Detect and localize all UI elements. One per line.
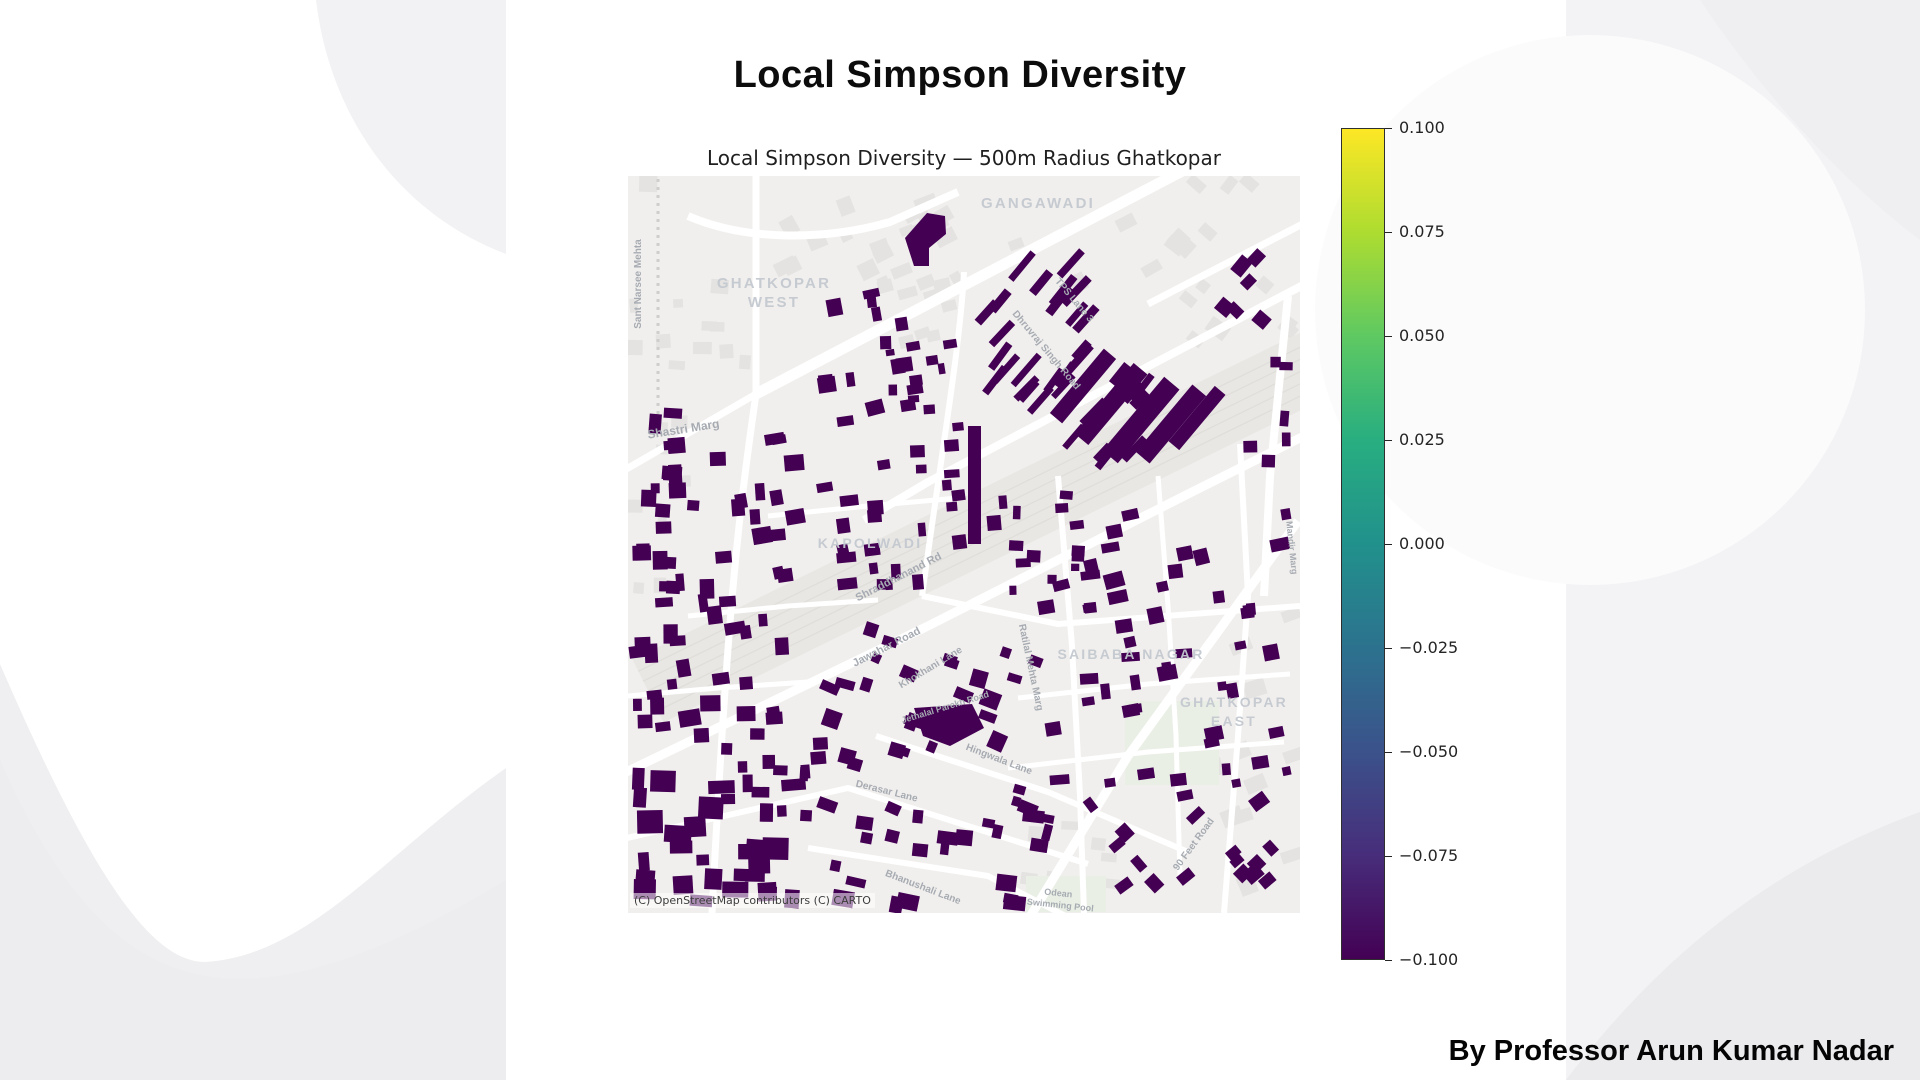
map-area-label: SAIBABA NAGAR [1057, 646, 1204, 662]
map-attribution: (C) OpenStreetMap contributors (C) CARTO [630, 893, 875, 908]
page-title: Local Simpson Diversity [733, 54, 1187, 96]
colorbar [1341, 128, 1385, 960]
map-street-label: Sant Narsee Mehta [633, 239, 644, 329]
map-area-label: GANGAWADI [981, 195, 1095, 212]
map-area-label: WEST [748, 294, 800, 311]
map-area-label: EAST [1211, 713, 1257, 729]
credit-text: By Professor Arun Kumar Nadar [1448, 1035, 1894, 1067]
map-street-label: Odean [1044, 887, 1073, 900]
map-area-label: GHATKOPAR [1180, 694, 1288, 710]
map-canvas: GANGAWADI GHATKOPAR WEST KAPOLWADI SAIBABA N… [628, 176, 1300, 913]
figure-subtitle: Local Simpson Diversity — 500m Radius Gh… [707, 146, 1221, 170]
map-area-label: GHATKOPAR [717, 275, 831, 292]
map-panel: GANGAWADI GHATKOPAR WEST KAPOLWADI SAIBABA N… [628, 176, 1300, 913]
map-area-label: KAPOLWADI [818, 535, 923, 551]
